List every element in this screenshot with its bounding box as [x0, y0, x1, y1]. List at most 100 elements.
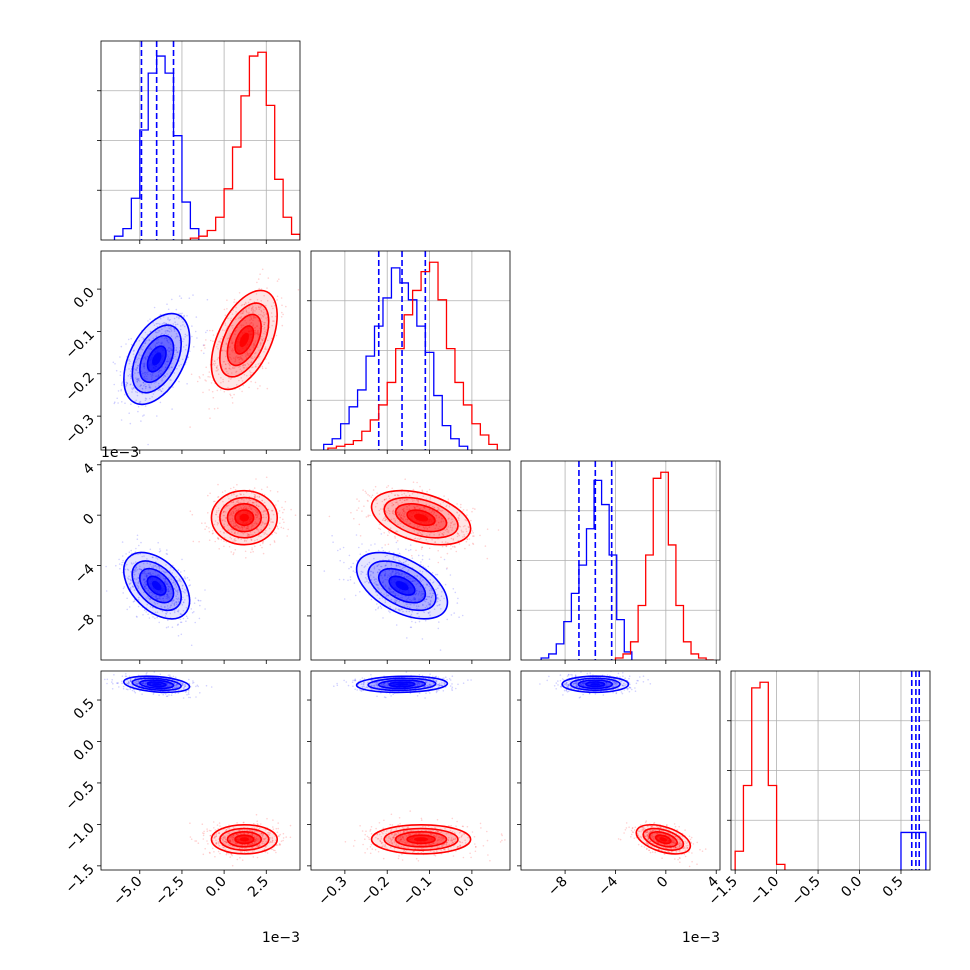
scatter-point [270, 521, 273, 523]
scatter-point [360, 570, 363, 573]
scatter-point [410, 618, 412, 620]
scatter-point [152, 572, 154, 575]
scatter-point [471, 530, 474, 532]
scatter-point [359, 535, 362, 537]
scatter-point [249, 348, 252, 351]
scatter-point [161, 342, 163, 345]
scatter-point [251, 501, 254, 504]
scatter-point [166, 364, 168, 366]
scatter-point [448, 505, 451, 508]
scatter-point [353, 582, 356, 584]
scatter-point [264, 321, 266, 324]
scatter-point [234, 333, 237, 336]
scatter-point [428, 547, 431, 550]
scatter-point [188, 696, 190, 699]
scatter-point [222, 531, 225, 534]
y-tick-label: −0.1 [62, 327, 97, 362]
scatter-point [149, 387, 152, 389]
scatter-point [182, 340, 184, 343]
scatter-point [240, 312, 242, 315]
scatter-point [350, 565, 352, 568]
scatter-point [228, 367, 230, 370]
scatter-point [184, 576, 186, 578]
scatter-point [151, 374, 154, 377]
scatter-point [394, 521, 396, 523]
scatter-point [239, 527, 242, 529]
scatter-point [205, 366, 207, 369]
scatter-point [398, 559, 400, 562]
scatter-point [404, 520, 406, 522]
scatter-point [411, 620, 413, 623]
scatter-point [136, 568, 139, 571]
scatter-point [243, 373, 246, 376]
scatter-point [244, 364, 246, 366]
scatter-point [185, 615, 188, 618]
scatter-point [435, 524, 438, 527]
scatter-point [413, 507, 416, 510]
scatter-point [425, 598, 428, 600]
scatter-point [375, 578, 378, 580]
scatter-point [233, 301, 235, 303]
scatter-point [158, 621, 160, 624]
scatter-point [144, 373, 147, 376]
scatter-point [387, 594, 390, 597]
scatter-point [273, 541, 276, 543]
scatter-point [438, 604, 440, 606]
scatter-point [441, 533, 444, 535]
scatter-point [439, 603, 441, 606]
scatter-point [450, 548, 452, 550]
scatter-point [378, 523, 381, 526]
scatter-point [131, 387, 133, 390]
scatter-point [191, 325, 193, 327]
scatter-point [394, 601, 397, 603]
scatter-point [158, 388, 161, 391]
scatter-point [446, 552, 449, 555]
scatter-point [149, 598, 151, 600]
scatter-point [249, 370, 251, 372]
scatter-point [367, 514, 370, 517]
scatter-point [129, 582, 132, 584]
scatter-point [250, 317, 253, 320]
scatter-point [155, 557, 157, 559]
scatter-point [361, 564, 363, 567]
panel-2-2 [517, 460, 721, 664]
scatter-point [165, 581, 168, 583]
scatter-point [251, 547, 253, 549]
scatter-point [256, 511, 258, 513]
scatter-point [167, 588, 169, 590]
scatter-point [413, 604, 415, 606]
scatter-point [149, 373, 152, 376]
scatter-point [456, 503, 458, 505]
scatter-point [261, 499, 263, 502]
scatter-point [377, 549, 380, 552]
scatter-point [271, 510, 274, 512]
scatter-point [274, 304, 276, 307]
scatter-point [394, 537, 397, 539]
contour-line-2 [139, 567, 175, 604]
scatter-point [164, 606, 166, 608]
scatter-point [254, 513, 257, 516]
scatter-point [392, 510, 394, 512]
scatter-point [405, 494, 407, 497]
scatter-point [267, 339, 269, 342]
scatter-point [173, 587, 176, 590]
scatter-point [403, 507, 405, 510]
scatter-point [157, 565, 160, 567]
scatter-point [433, 608, 436, 610]
scatter-point [172, 582, 174, 584]
scatter-point [232, 324, 234, 327]
scatter-point [130, 579, 133, 581]
scatter-point [386, 486, 388, 489]
scatter-point [388, 497, 391, 500]
scatter-point [271, 324, 274, 327]
scatter-point [135, 566, 137, 569]
scatter-point [145, 372, 148, 374]
scatter-point [222, 511, 225, 514]
scatter-point [145, 575, 148, 577]
scatter-point [205, 339, 207, 341]
scatter-point [380, 508, 382, 510]
scatter-point [260, 342, 262, 345]
scatter-point [166, 597, 169, 600]
scatter-point [226, 360, 229, 362]
scatter-point [256, 509, 258, 512]
